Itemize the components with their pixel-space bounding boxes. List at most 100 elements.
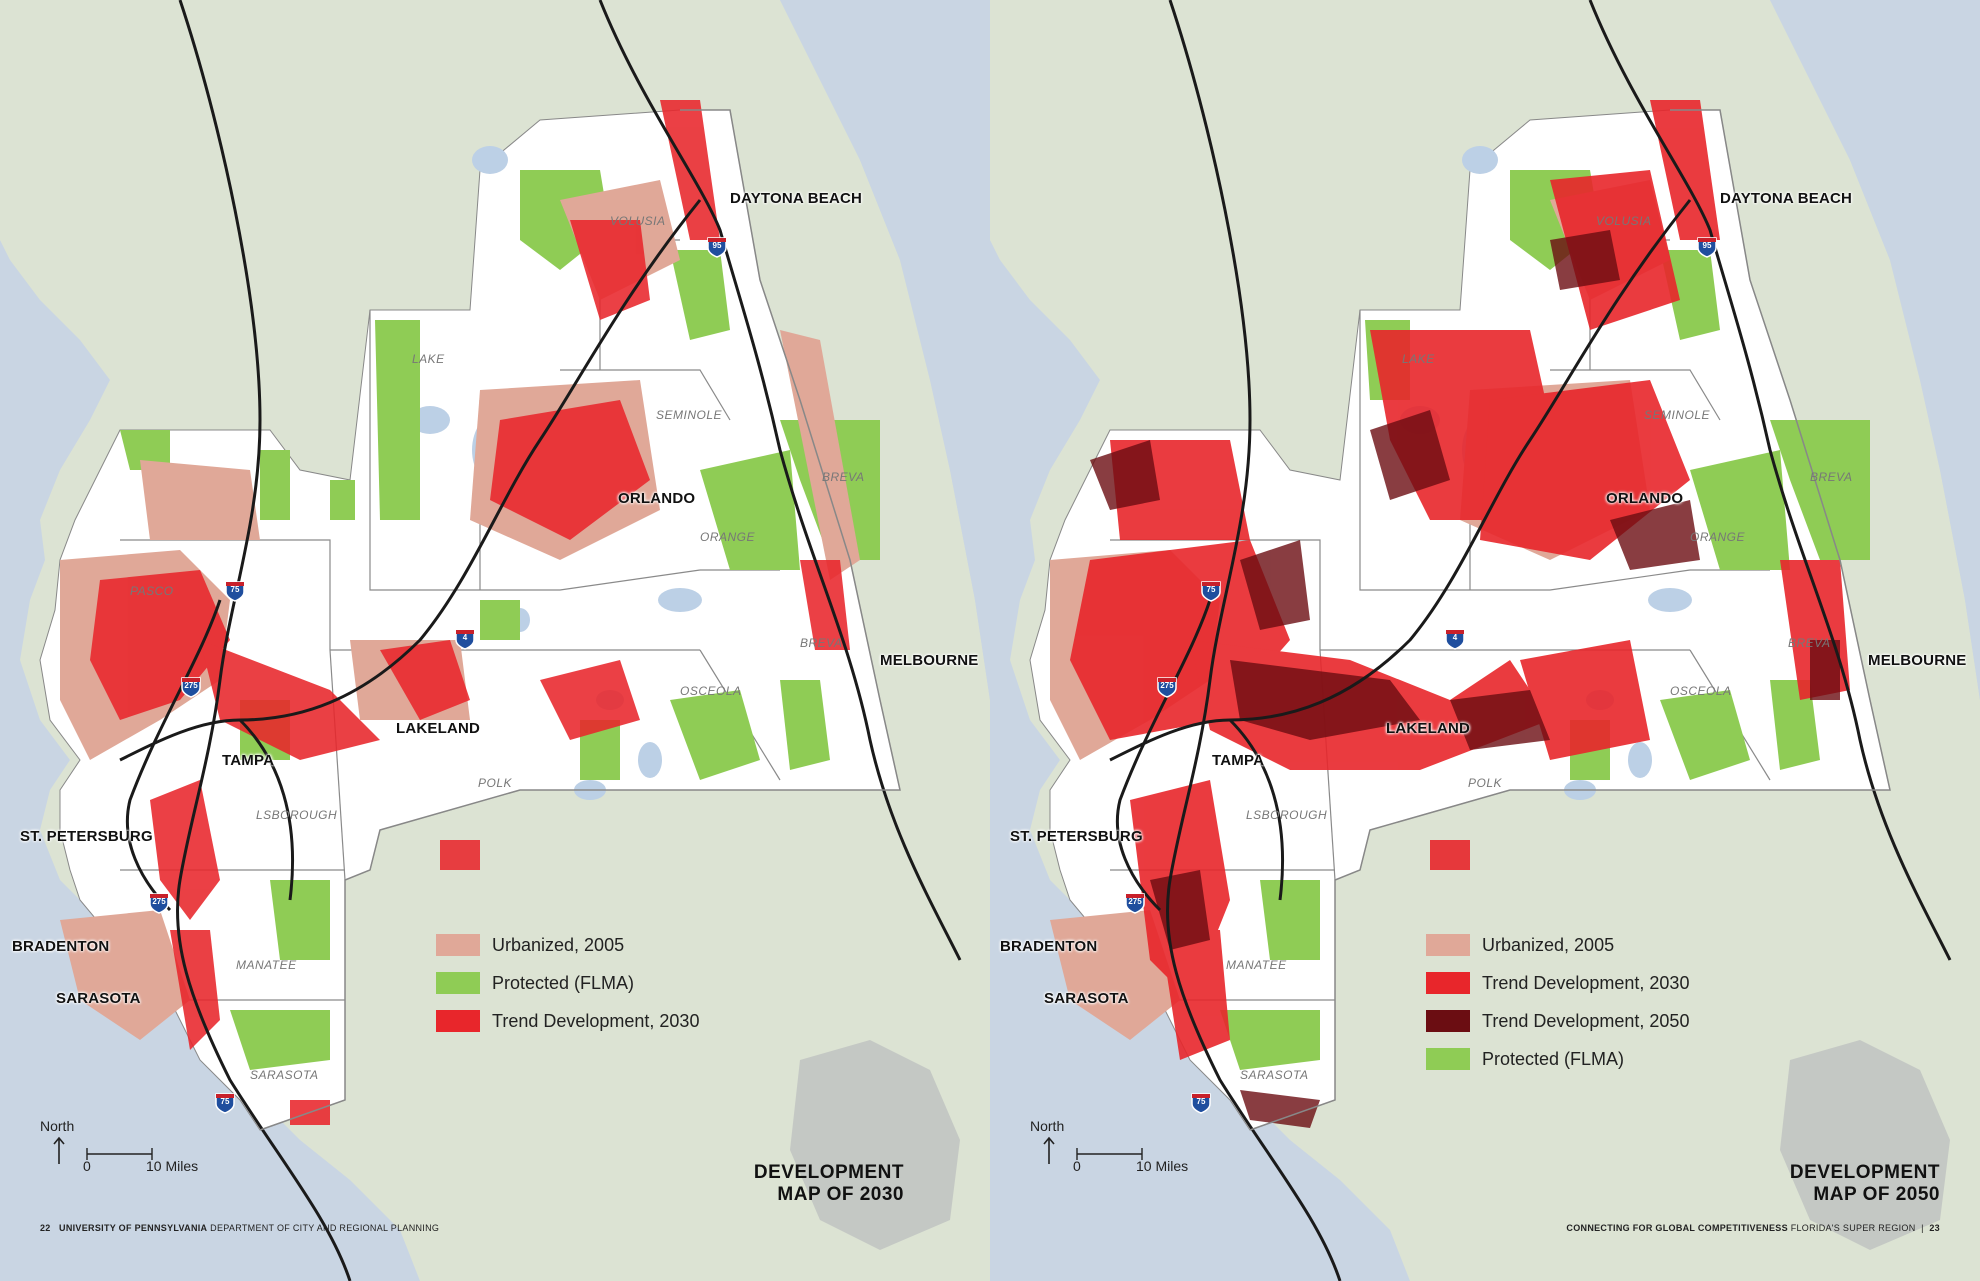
map-title: DEVELOPMENT MAP OF 2050 [1790,1162,1940,1206]
lake-okeechobee [1780,1040,1950,1250]
page-footer: CONNECTING FOR GLOBAL COMPETITIVENESS FL… [1566,1223,1940,1233]
interstate-275-south-shield-icon: 275 [148,892,170,914]
footer-publication: CONNECTING FOR GLOBAL COMPETITIVENESS [1566,1223,1788,1233]
trend-2050 [1090,230,1840,1128]
city-label-melbourne: MELBOURNE [1868,652,1967,669]
legend-label: Urbanized, 2005 [492,934,625,955]
legend-swatch-trend-2030 [436,1010,480,1032]
scale-miles-label: 10 Miles [146,1158,199,1174]
legend-item: Urbanized, 2005 [1426,926,1689,964]
legend-label: Trend Development, 2030 [492,1010,700,1031]
scale-miles-label: 10 Miles [1136,1158,1189,1174]
protected-areas [1220,170,1870,1070]
county-label-pasco: PASCO [130,584,174,598]
scale-zero-label: 0 [83,1158,91,1174]
interstate-95-shield-icon: 95 [1696,236,1718,258]
legend-item: Trend Development, 2030 [1426,964,1689,1002]
county-label-polk: POLK [478,776,513,790]
north-arrow-icon [53,1136,65,1164]
city-label-orlando: ORLANDO [618,490,696,507]
county-label-hillsborough: LSBOROUGH [256,808,338,822]
city-label-orlando: ORLANDO [1606,490,1684,507]
city-label-st-petersburg: ST. PETERSBURG [20,828,153,845]
legend-swatch-trend-2030 [1426,972,1470,994]
interstate-75-south-shield-icon: 75 [214,1092,236,1114]
map-title: DEVELOPMENT MAP OF 2030 [754,1162,904,1206]
interstate-275-south-shield-icon: 275 [1124,892,1146,914]
city-label-tampa: TAMPA [1212,752,1265,769]
county-label-seminole: SEMINOLE [1644,408,1711,422]
county-label-brevard-south: BREVA [1788,636,1831,650]
county-label-brevard-north: BREVA [1810,470,1853,484]
county-label-seminole: SEMINOLE [656,408,723,422]
county-label-manatee: MANATEE [1226,958,1287,972]
page-number: 23 [1929,1223,1940,1233]
city-label-sarasota: SARASOTA [56,990,141,1007]
county-label-osceola: OSCEOLA [680,684,742,698]
trend-2030 [90,100,850,1125]
interstate-4-shield-icon: 4 [1444,628,1466,650]
county-label-volusia: VOLUSIA [1596,214,1652,228]
city-label-bradenton: BRADENTON [12,938,110,955]
city-label-daytona-beach: DAYTONA BEACH [730,190,863,207]
interstate-75-north-shield-icon: 75 [1200,580,1222,602]
legend: Urbanized, 2005 Trend Development, 2030 … [1426,926,1689,1078]
city-label-lakeland: LAKELAND [396,720,481,737]
north-arrow-icon [1043,1136,1055,1164]
legend-item: Trend Development, 2030 [436,1002,699,1040]
atlantic-water [1770,0,1980,700]
county-label-sarasota: SARASOTA [1240,1068,1309,1082]
legend-swatch-urbanized-2005 [436,934,480,956]
legend: Urbanized, 2005 Protected (FLMA) Trend D… [436,926,699,1040]
city-label-st-petersburg: ST. PETERSBURG [1010,828,1143,845]
atlantic-water [780,0,990,700]
highways [119,0,962,1281]
county-label-lake: LAKE [1402,352,1435,366]
legend-swatch-urbanized-2005 [1426,934,1470,956]
city-label-sarasota: SARASOTA [1044,990,1129,1007]
legend-swatch-trend-2050 [1426,1010,1470,1032]
county-label-brevard-south: BREVA [800,636,843,650]
legend-item: Trend Development, 2050 [1426,1002,1689,1040]
city-label-melbourne: MELBOURNE [880,652,979,669]
legend-swatch-protected [1426,1048,1470,1070]
city-label-bradenton: BRADENTON [1000,938,1098,955]
interstate-75-north-shield-icon: 75 [224,580,246,602]
interstate-95-shield-icon: 95 [706,236,728,258]
legend-label: Urbanized, 2005 [1482,934,1615,955]
page-footer: 22 UNIVERSITY OF PENNSYLVANIA DEPARTMENT… [40,1223,439,1233]
legend-item: Protected (FLMA) [1426,1040,1689,1078]
county-label-sarasota: SARASOTA [250,1068,319,1082]
map-title-line2: MAP OF 2050 [1813,1184,1940,1205]
county-label-orange: ORANGE [700,530,756,544]
lake-okeechobee [790,1040,960,1250]
interstate-275-north-shield-icon: 275 [1156,676,1178,698]
legend-label: Protected (FLMA) [1482,1048,1625,1069]
footer-department: DEPARTMENT OF CITY AND REGIONAL PLANNING [210,1223,440,1233]
page-number: 22 [40,1223,51,1233]
county-label-orange: ORANGE [1690,530,1746,544]
county-label-osceola: OSCEOLA [1670,684,1732,698]
footer-subtitle: FLORIDA'S SUPER REGION [1790,1223,1916,1233]
legend-label: Trend Development, 2030 [1482,972,1690,993]
county-label-volusia: VOLUSIA [610,214,666,228]
map-2030 [0,0,990,1281]
footer-institution: UNIVERSITY OF PENNSYLVANIA [59,1223,208,1233]
page-left-2030: DAYTONA BEACH ORLANDO MELBOURNE LAKELAND… [0,0,990,1281]
legend-item: Protected (FLMA) [436,964,699,1002]
interstate-4-shield-icon: 4 [454,628,476,650]
interstate-75-south-shield-icon: 75 [1190,1092,1212,1114]
county-label-lake: LAKE [412,352,445,366]
map-title-line2: MAP OF 2030 [777,1184,904,1205]
north-label: North [40,1118,75,1134]
scale-zero-label: 0 [1073,1158,1081,1174]
scale-bar [86,1148,153,1160]
scale-bar [1076,1148,1143,1160]
highways [1109,0,1952,1281]
map-title-line1: DEVELOPMENT [1789,1162,1940,1183]
county-label-polk: POLK [1468,776,1503,790]
city-label-lakeland: LAKELAND [1386,720,1471,737]
north-label: North [1030,1118,1065,1134]
page-right-2050: DAYTONA BEACH ORLANDO MELBOURNE LAKELAND… [990,0,1980,1281]
